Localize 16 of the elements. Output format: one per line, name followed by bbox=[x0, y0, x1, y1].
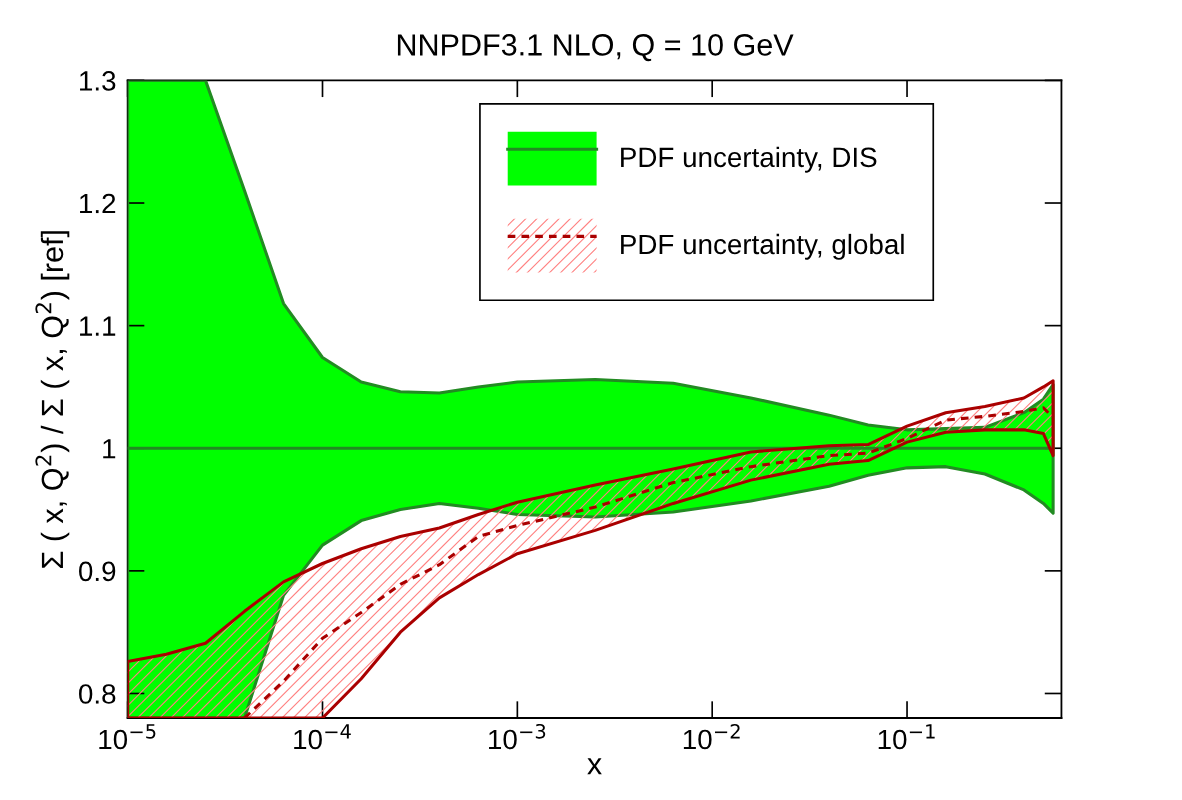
y-tick-label: 1.1 bbox=[80, 316, 116, 336]
y-tick-label: 1.2 bbox=[80, 193, 116, 214]
x-tick-label: 10$^{−5}$ bbox=[99, 724, 156, 750]
x-tick-label: 10$^{−2}$ bbox=[683, 723, 740, 750]
x-tick-label: 10$^{−4}$ bbox=[294, 724, 351, 750]
legend-label: PDF uncertainty, global bbox=[621, 233, 904, 260]
y-tick-label: 1 bbox=[103, 439, 116, 459]
x-tick-label: 10$^{−1}$ bbox=[878, 724, 935, 750]
x-axis-title: x bbox=[587, 758, 602, 775]
legend-label: PDF uncertainty, DIS bbox=[621, 146, 877, 173]
y-tick-label: 0.8 bbox=[79, 684, 116, 704]
chart-title: NNPDF3.1 NLO, Q = 10 GeV bbox=[397, 34, 794, 62]
y-axis-title: Σ ( x, Q$^{2}$) / Σ ( x, Q$^{2}$) [ref] bbox=[35, 231, 70, 568]
y-tick-label: 0.9 bbox=[79, 561, 116, 582]
y-tick-label: 1.3 bbox=[80, 71, 116, 91]
x-tick-label: 10$^{−3}$ bbox=[489, 723, 546, 750]
